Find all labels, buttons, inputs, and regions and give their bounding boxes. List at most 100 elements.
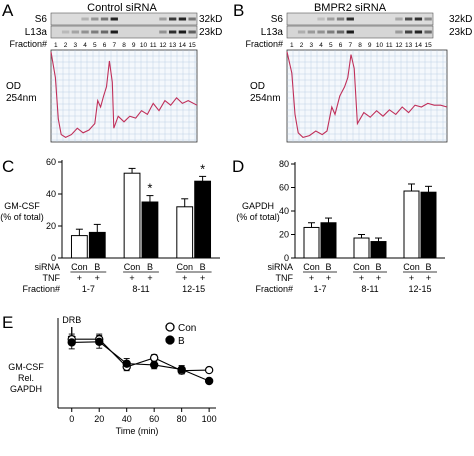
blot-band-s6 bbox=[81, 17, 89, 21]
blot-strip-s6 bbox=[286, 12, 434, 26]
blot-band-l13a bbox=[159, 30, 167, 34]
blot-band-l13a bbox=[317, 30, 325, 34]
tnf-label: + bbox=[376, 273, 381, 283]
x-tick-label: 40 bbox=[122, 414, 132, 424]
blot-band-s6 bbox=[395, 17, 403, 21]
y-axis-label-line2: Rel. bbox=[18, 373, 34, 383]
fraction-number: 14 bbox=[179, 42, 187, 49]
blot-band-l13a bbox=[395, 30, 403, 34]
blot-band-l13a bbox=[327, 30, 335, 34]
blot-band-s6 bbox=[159, 17, 167, 21]
blot-band-l13a bbox=[297, 30, 306, 34]
blot-band-l13a bbox=[424, 30, 432, 34]
blot-band-l13a bbox=[336, 30, 345, 34]
y-axis-label-unit: (% of total) bbox=[236, 212, 280, 222]
western-blot: 1 2 3 4 5 6 7 8 9 10 11 12 13 14 15 bbox=[286, 12, 434, 49]
absorbance-trace bbox=[286, 51, 448, 139]
blot-band-s6 bbox=[100, 17, 109, 21]
blot-label-s6: S6 bbox=[271, 14, 284, 25]
blot-band-l13a bbox=[110, 30, 118, 34]
blot-band-s6 bbox=[188, 17, 196, 21]
fraction-number: 3 bbox=[310, 42, 314, 49]
fraction-number: 8 bbox=[358, 42, 362, 49]
legend-label: B bbox=[178, 336, 185, 347]
blot-band-s6 bbox=[327, 17, 335, 21]
tnf-label: + bbox=[426, 273, 431, 283]
panel-a: A Control siRNA S6 L13a Fraction# 32kD 2… bbox=[2, 1, 222, 143]
legend-label: Con bbox=[178, 323, 196, 334]
od-unit-label: 254nm bbox=[250, 93, 281, 104]
fraction-number: 15 bbox=[189, 42, 197, 49]
blot-band-l13a bbox=[91, 30, 99, 34]
fraction-number: 5 bbox=[93, 42, 97, 49]
fraction-row-label: Fraction# bbox=[22, 284, 60, 294]
x-tick-label: 60 bbox=[149, 414, 159, 424]
blot-band-s6 bbox=[336, 17, 345, 21]
tnf-label: + bbox=[409, 273, 414, 283]
panel-title: BMPR2 siRNA bbox=[314, 2, 387, 14]
y-tick-label: 80 bbox=[279, 159, 289, 169]
fraction-number: 2 bbox=[300, 42, 304, 49]
fraction-number: 5 bbox=[329, 42, 333, 49]
sirna-row-label: siRNA bbox=[34, 262, 60, 272]
tnf-label: + bbox=[129, 273, 134, 283]
fraction-number: 3 bbox=[74, 42, 78, 49]
sirna-label: B bbox=[147, 262, 153, 272]
blot-band-l13a bbox=[405, 30, 413, 34]
panel-letter: D bbox=[232, 157, 244, 176]
gapdh-bar-chart: 020406080Con+B+1-7Con+B+8-11Con+B+12-15s… bbox=[255, 159, 445, 294]
sirna-label: Con bbox=[353, 262, 370, 272]
blot-band-s6 bbox=[169, 17, 177, 21]
od-profile-chart bbox=[286, 49, 448, 143]
blot-band-s6 bbox=[317, 17, 325, 21]
sirna-label: Con bbox=[176, 262, 193, 272]
y-tick-label: 40 bbox=[46, 189, 56, 199]
panel-title: Control siRNA bbox=[87, 2, 157, 14]
od-label: OD bbox=[6, 81, 21, 92]
fraction-number: 7 bbox=[348, 42, 352, 49]
data-point-b bbox=[204, 376, 214, 386]
category-label: 12-15 bbox=[408, 284, 431, 294]
bar-con bbox=[303, 226, 320, 259]
panel-letter: B bbox=[233, 1, 244, 20]
blot-band-l13a bbox=[307, 30, 315, 34]
series-line-con bbox=[71, 338, 210, 372]
blot-band-s6 bbox=[346, 17, 354, 21]
blot-band-s6 bbox=[424, 17, 432, 21]
y-axis-label: GM-CSF bbox=[8, 362, 44, 372]
sirna-label: Con bbox=[124, 262, 141, 272]
absorbance-trace bbox=[50, 51, 198, 139]
western-blot: 1 2 3 4 5 6 7 8 9 10 11 12 13 14 15 bbox=[50, 12, 198, 49]
x-tick-label: 0 bbox=[69, 414, 74, 424]
fraction-number: 2 bbox=[64, 42, 68, 49]
y-tick-label: 60 bbox=[279, 183, 289, 193]
blot-band-l13a bbox=[71, 30, 79, 34]
panel-b: B BMPR2 siRNA S6 L13a Fraction# 32kD 23k… bbox=[233, 1, 472, 143]
panel-e: E GM-CSF Rel. GAPDH 0 20 40 60 80 100 Time (mi… bbox=[2, 313, 217, 436]
x-tick-label: 20 bbox=[94, 414, 104, 424]
y-axis-label-line3: GAPDH bbox=[10, 384, 42, 394]
fraction-number: 1 bbox=[290, 42, 294, 49]
fraction-number: 9 bbox=[132, 42, 136, 49]
tnf-label: + bbox=[77, 273, 82, 283]
blot-strip-l13a bbox=[286, 25, 434, 39]
fraction-number: 10 bbox=[140, 42, 148, 49]
category-label: 8-11 bbox=[361, 284, 378, 294]
bar-b bbox=[420, 191, 437, 259]
od-label: OD bbox=[250, 81, 265, 92]
od-unit-label: 254nm bbox=[6, 93, 37, 104]
sirna-label: B bbox=[425, 262, 431, 272]
bar-con bbox=[176, 206, 194, 259]
data-point-b bbox=[122, 359, 131, 368]
y-tick-label: 0 bbox=[51, 253, 56, 263]
chart-background bbox=[50, 49, 198, 143]
y-axis-label-unit: (% of total) bbox=[0, 212, 44, 222]
y-axis-label: GM-CSF bbox=[4, 201, 40, 211]
panel-letter: C bbox=[2, 157, 14, 176]
blot-label-l13a: L13a bbox=[25, 27, 48, 38]
fraction-number: 8 bbox=[122, 42, 126, 49]
blot-band-s6 bbox=[178, 17, 187, 21]
panel-c: C GM-CSF (% of total) 0204060Con+B+1-7Co… bbox=[0, 157, 220, 294]
kd-label-23: 23kD bbox=[199, 27, 222, 38]
tnf-label: + bbox=[309, 273, 314, 283]
